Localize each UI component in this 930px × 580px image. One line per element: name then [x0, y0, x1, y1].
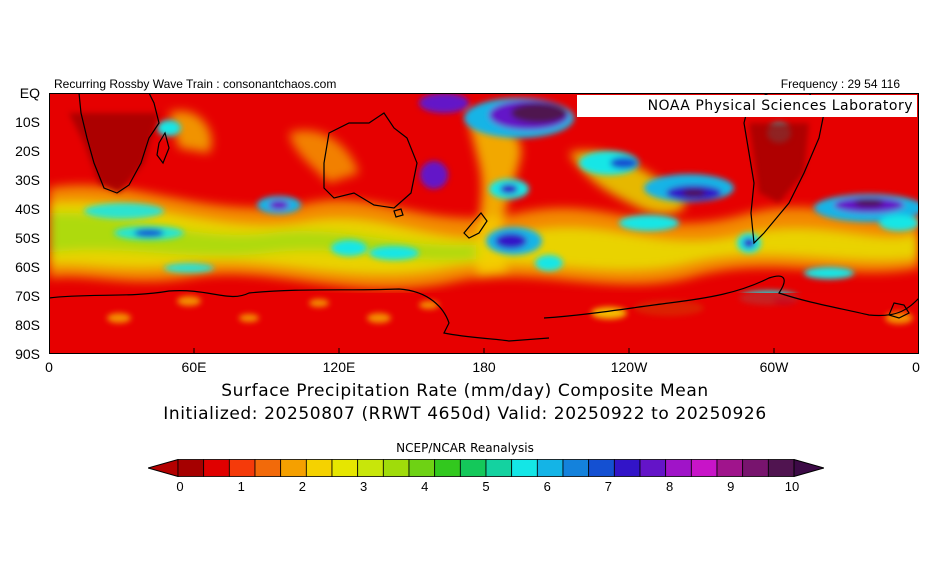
colorbar-label: 8 [665, 479, 674, 494]
colorbar-swatch [434, 459, 461, 477]
x-axis-label: 180 [472, 359, 496, 375]
colorbar-swatch [305, 459, 333, 477]
colorbar-label: 5 [482, 479, 490, 494]
colorbar-swatch [382, 459, 410, 477]
colorbar-swatch [690, 459, 718, 477]
x-axis-label: 0 [45, 359, 53, 375]
y-axis-label: 70S [15, 288, 40, 304]
colorbar-swatch [177, 459, 205, 477]
colorbar-label: 3 [359, 479, 368, 494]
colorbar-swatch [588, 459, 615, 477]
y-axis-label: 20S [15, 143, 40, 159]
colorbar-label: 2 [298, 479, 307, 494]
map-frame [49, 93, 919, 354]
colorbar-swatch [562, 459, 590, 477]
colorbar-swatch [536, 459, 564, 477]
colorbar-swatch [767, 459, 795, 477]
y-axis-label: 10S [15, 114, 40, 130]
map-subtitle: Initialized: 20250807 (RRWT 4650d) Valid… [163, 404, 767, 424]
colorbar-label: 4 [421, 479, 429, 494]
colorbar-label: 10 [784, 479, 800, 494]
map-title: Surface Precipitation Rate (mm/day) Comp… [221, 381, 709, 401]
y-axis-label: 80S [15, 317, 40, 333]
precip-field [49, 93, 919, 354]
colorbar-swatch [331, 459, 359, 477]
colorbar-label: 9 [727, 479, 735, 494]
x-axis-label: 120W [610, 359, 648, 375]
colorbar-label: 7 [604, 479, 613, 494]
x-axis-label: 0 [912, 359, 920, 375]
colorbar-swatch [742, 459, 769, 477]
colorbar-swatch [485, 459, 513, 477]
y-axis-label: 50S [15, 230, 40, 246]
colorbar-canvas [146, 458, 826, 478]
colorbar-label: 6 [543, 479, 551, 494]
y-axis-label: 30S [15, 172, 40, 188]
colorbar [146, 458, 826, 478]
colorbar-swatch [716, 459, 744, 477]
colorbar-label: 0 [176, 479, 184, 494]
x-axis-label: 60W [759, 359, 789, 375]
y-axis-label: 40S [15, 201, 40, 217]
y-axis-label: EQ [19, 85, 40, 101]
colorbar-swatch [511, 459, 538, 477]
map-canvas [49, 93, 919, 354]
colorbar-swatch [357, 459, 384, 477]
colorbar-label: 1 [237, 479, 245, 494]
header-right-text: Frequency : 29 54 116 [780, 77, 900, 91]
colorbar-swatch [280, 459, 307, 477]
colorbar-swatch [665, 459, 692, 477]
colorbar-swatch [459, 459, 487, 477]
colorbar-swatch [203, 459, 230, 477]
y-axis-label: 90S [15, 346, 40, 362]
colorbar-overflow [793, 458, 826, 478]
colorbar-swatch [639, 459, 667, 477]
colorbar-swatch [228, 459, 256, 477]
y-axis-label: 60S [15, 259, 40, 275]
colorbar-underflow [146, 458, 179, 478]
x-axis-label: 120E [322, 359, 356, 375]
header-left-text: Recurring Rossby Wave Train : consonantc… [54, 77, 337, 91]
colorbar-swatch [613, 459, 641, 477]
data-source-label: NCEP/NCAR Reanalysis [396, 441, 534, 455]
colorbar-swatch [254, 459, 282, 477]
precipitation-map [49, 93, 919, 354]
map-credit: NOAA Physical Sciences Laboratory [577, 95, 917, 117]
x-axis-label: 60E [181, 359, 207, 375]
colorbar-swatch [408, 459, 436, 477]
